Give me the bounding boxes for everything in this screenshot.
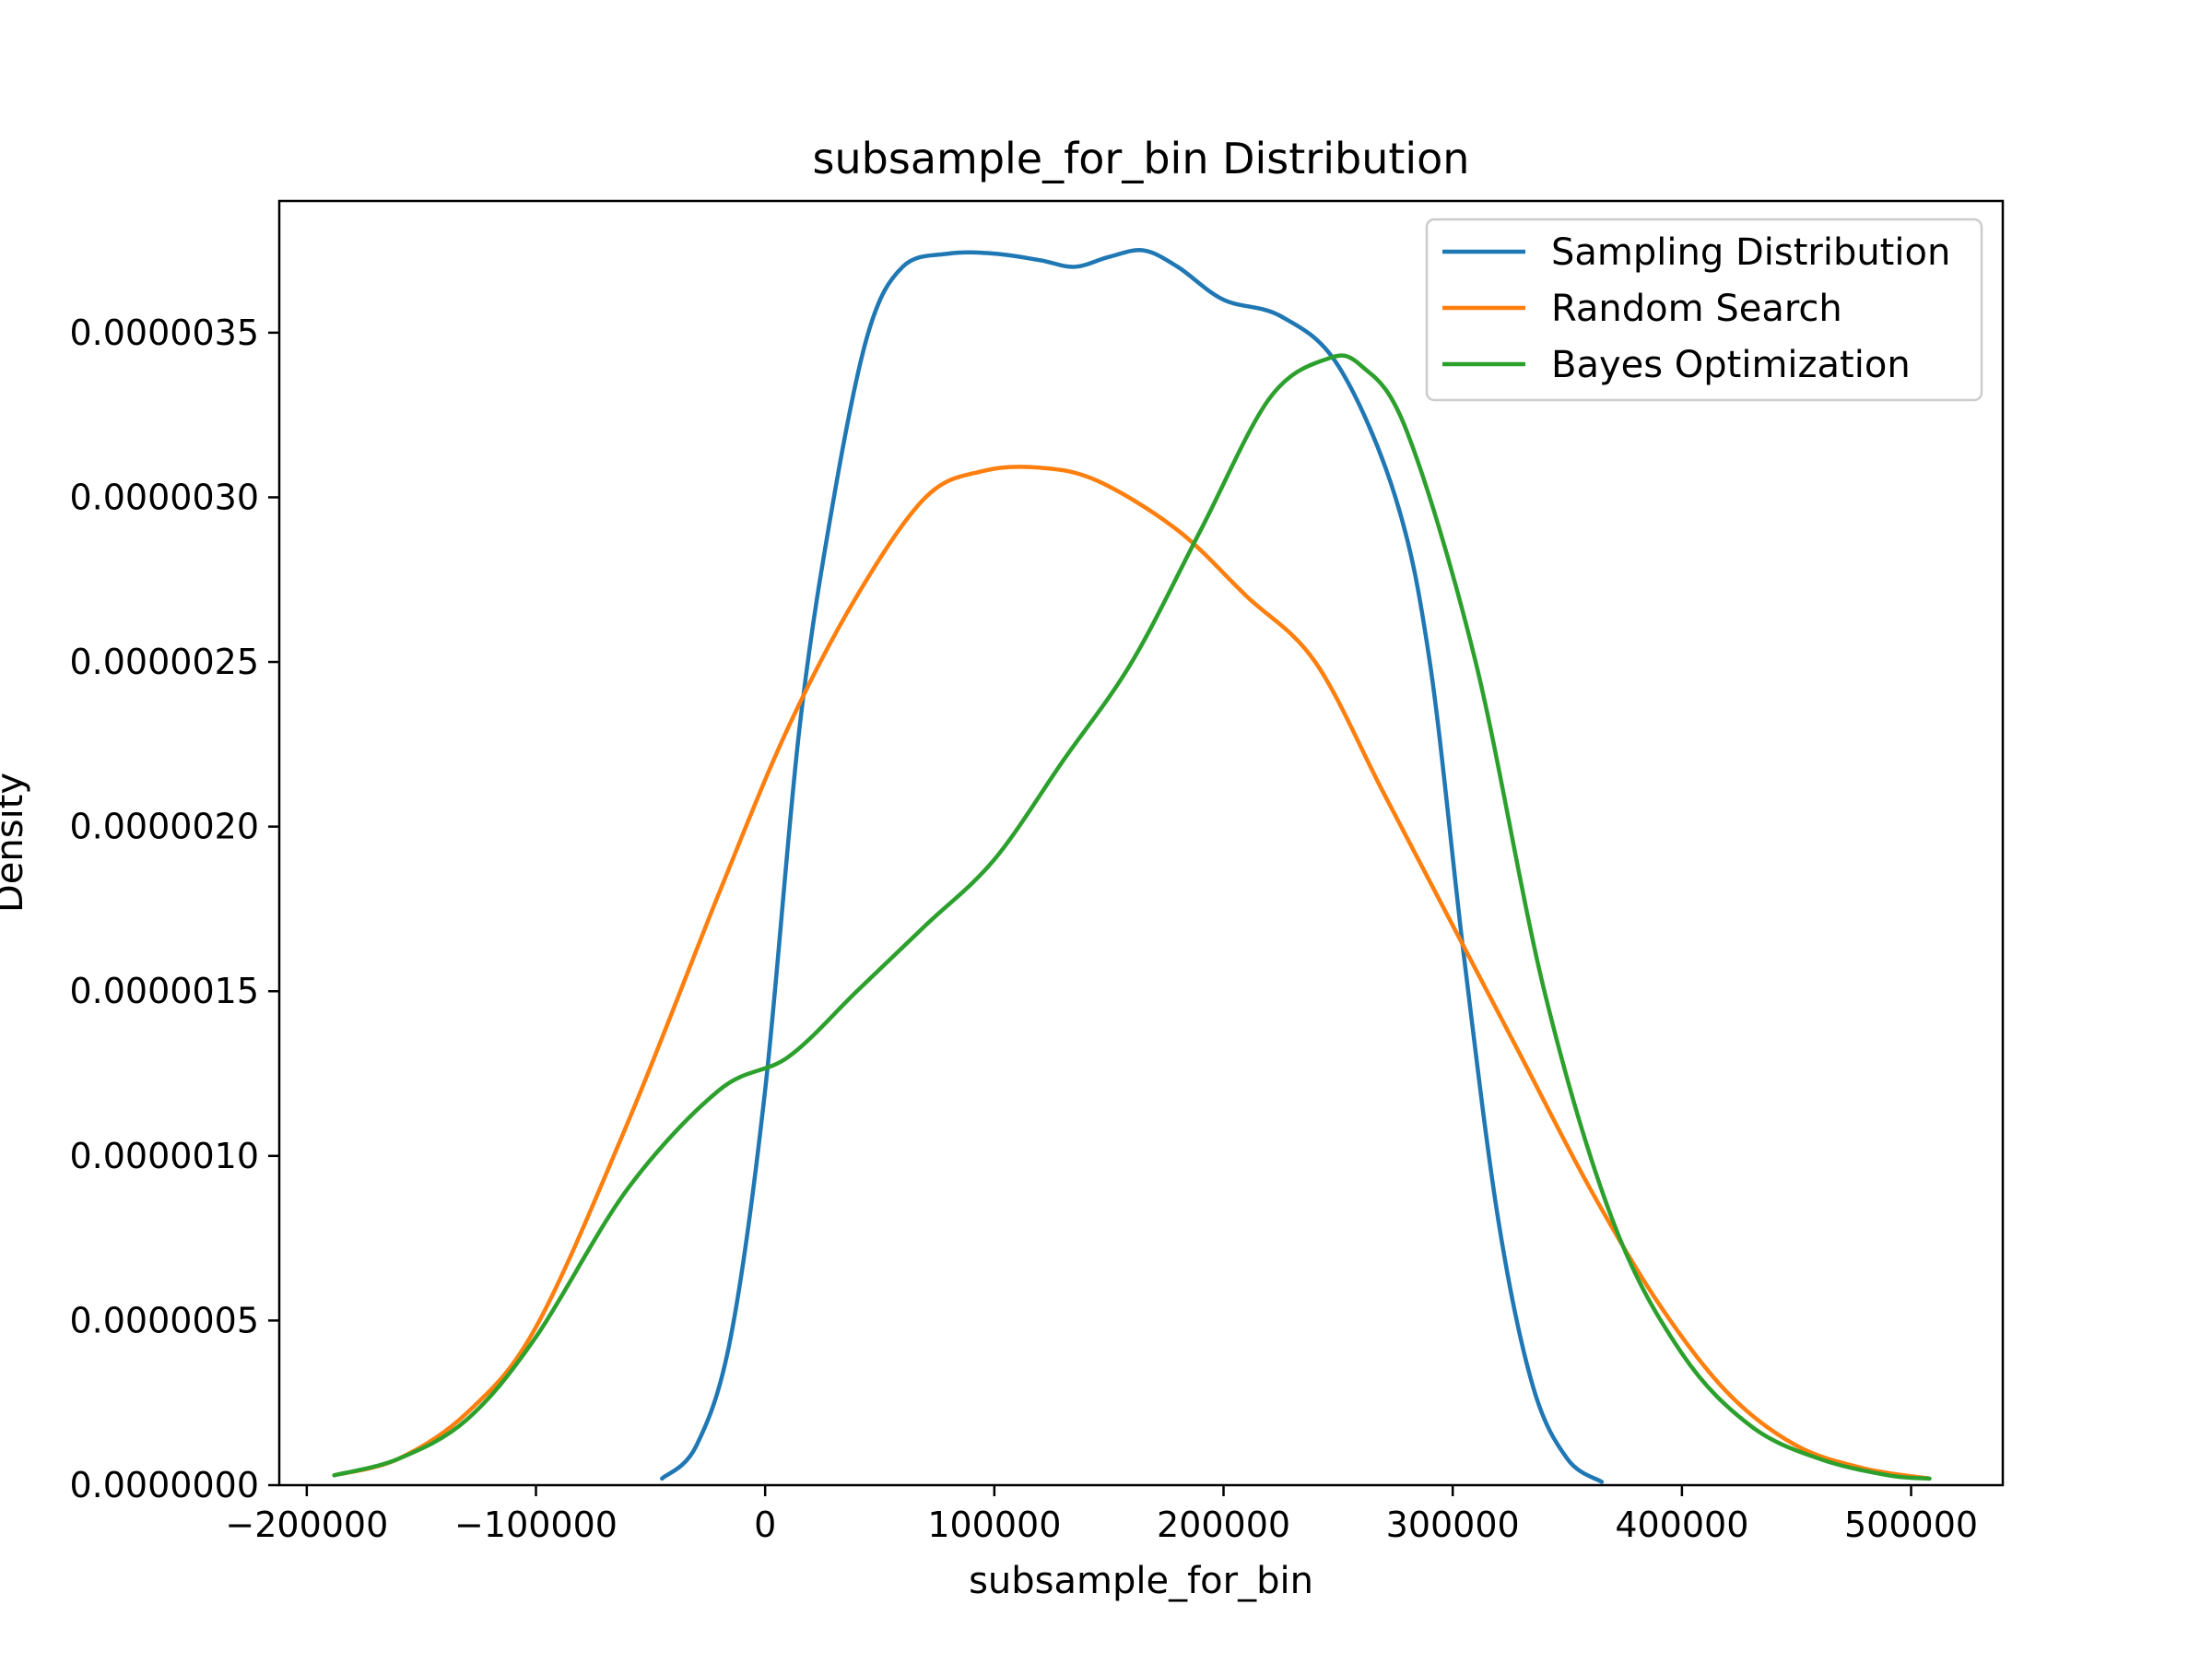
series-layer (332, 248, 1932, 1484)
y-tick-label: 0.0000020 (70, 807, 260, 847)
legend-box (1425, 218, 1983, 402)
series-line-2 (332, 353, 1932, 1481)
chart-title: subsample_for_bin Distribution (813, 134, 1470, 183)
series-line-1 (332, 464, 1932, 1481)
legend-label-2: Bayes Optimization (1551, 344, 1911, 386)
y-tick-label: 0.0000010 (70, 1136, 260, 1176)
y-tick-label: 0.0000035 (70, 313, 260, 353)
y-tick-label: 0.0000030 (70, 477, 260, 517)
x-tick-label: 400000 (1615, 1505, 1748, 1545)
x-tick-label: 100000 (927, 1505, 1061, 1545)
y-tick-label: 0.0000000 (70, 1465, 260, 1505)
y-tick-label: 0.0000005 (70, 1300, 260, 1340)
y-axis: 0.0000000 0.0000005 0.0000010 0.0000015 0.00… (70, 313, 279, 1505)
x-tick-label: −200000 (225, 1505, 388, 1545)
legend-label-1: Random Search (1551, 288, 1842, 330)
y-tick-label: 0.0000025 (70, 642, 260, 682)
x-tick-label: 0 (754, 1505, 776, 1545)
x-tick-label: 200000 (1157, 1505, 1290, 1545)
x-tick-label: 500000 (1844, 1505, 1978, 1545)
x-tick-label: −100000 (454, 1505, 618, 1545)
y-axis-label: Density (0, 773, 31, 913)
legend: Sampling Distribution Random Search Bayes … (1425, 218, 1983, 402)
series-line-0 (660, 248, 1605, 1484)
plot-area (277, 199, 2005, 1487)
legend-label-0: Sampling Distribution (1551, 231, 1950, 274)
legend-items: Sampling Distribution Random Search Bayes … (1442, 231, 1950, 386)
x-tick-label: 300000 (1386, 1505, 1520, 1545)
y-tick-label: 0.0000015 (70, 971, 260, 1011)
axes-frame (277, 199, 2005, 1487)
x-axis-label: subsample_for_bin (969, 1560, 1313, 1602)
x-axis: −200000 −100000 0 100000 200000 300000 400000 5… (225, 1485, 1978, 1545)
